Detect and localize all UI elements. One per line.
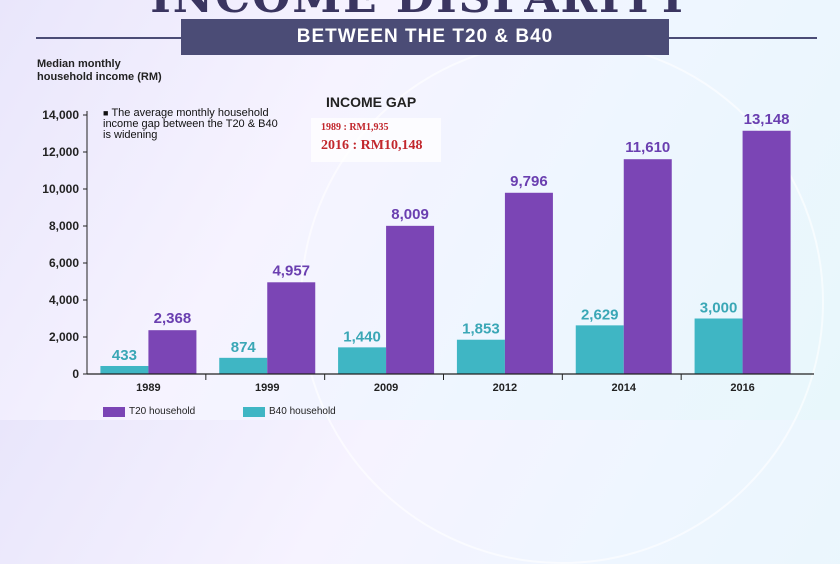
bar-t20	[267, 282, 316, 374]
data-label-b40: 874	[231, 339, 257, 356]
y-tick-label: 10,000	[42, 182, 79, 196]
data-label-t20: 8,009	[391, 206, 429, 223]
main-title: INCOME DISPARITY	[0, 0, 840, 23]
x-tick-label: 1989	[136, 382, 160, 394]
bar-t20	[386, 225, 435, 374]
bar-b40	[100, 365, 149, 374]
bar-t20	[742, 130, 791, 374]
y-tick-label: 0	[72, 367, 79, 381]
y-tick-label: 6,000	[49, 256, 79, 270]
bar-t20	[504, 192, 553, 374]
bar-b40	[456, 339, 505, 374]
subtitle-bar: BETWEEN THE T20 & B40	[181, 19, 669, 55]
data-label-t20: 11,610	[625, 139, 670, 156]
y-tick-label: 12,000	[42, 145, 79, 159]
data-label-t20: 13,148	[744, 111, 790, 128]
note: ■ The average monthly household income ga…	[103, 108, 278, 141]
bar-b40	[575, 325, 624, 374]
data-label-b40: 1,853	[462, 321, 500, 338]
data-label-b40: 1,440	[343, 328, 381, 345]
note-text: The average monthly household income gap…	[103, 107, 278, 141]
y-tick-label: 2,000	[49, 330, 79, 344]
y-tick-label: 8,000	[49, 219, 79, 233]
x-tick-label: 2012	[493, 382, 517, 394]
legend-swatch-b40	[243, 406, 265, 417]
data-label-b40: 3,000	[700, 300, 738, 317]
income-gap-title: INCOME GAP	[326, 94, 417, 110]
y-tick-label: 14,000	[42, 108, 79, 122]
data-label-t20: 4,957	[272, 262, 310, 279]
x-tick-label: 2014	[612, 382, 637, 394]
data-label-b40: 2,629	[581, 306, 619, 323]
data-label-b40: 433	[112, 347, 137, 364]
title-rule-left	[36, 37, 181, 39]
x-tick-label: 2016	[730, 382, 754, 394]
bar-b40	[219, 357, 268, 374]
y-axis-label: Median monthly household income (RM)	[37, 58, 162, 83]
bar-b40	[694, 318, 743, 374]
bar-chart: 0 2,000 4,000 6,000 8,000 10,000 12,000 14,000 4…	[42, 108, 814, 394]
legend-label-t20: T20 household	[129, 406, 196, 417]
legend-item-b40: B40 household	[243, 406, 336, 417]
income-gap-1989: 1989 : RM1,935	[321, 122, 389, 133]
data-label-t20: 9,796	[510, 173, 548, 190]
bullet-icon: ■	[103, 108, 109, 118]
bar-t20	[623, 159, 672, 374]
bar-b40	[338, 347, 387, 374]
income-gap-box	[311, 118, 441, 162]
legend-swatch-t20	[103, 406, 125, 417]
legend-item-t20: T20 household	[103, 406, 195, 417]
y-tick-label: 4,000	[49, 293, 79, 307]
bar-t20	[148, 330, 197, 374]
title-rule-right	[669, 37, 817, 39]
data-label-t20: 2,368	[154, 310, 192, 327]
income-gap-2016: 2016 : RM10,148	[321, 138, 423, 153]
x-tick-label: 1999	[255, 382, 279, 394]
x-tick-label: 2009	[374, 382, 398, 394]
legend-label-b40: B40 household	[269, 406, 336, 417]
